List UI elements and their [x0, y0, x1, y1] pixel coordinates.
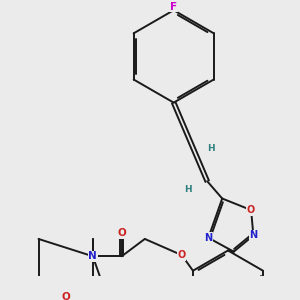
- Text: F: F: [170, 2, 177, 12]
- Text: O: O: [117, 228, 126, 238]
- Text: N: N: [249, 230, 257, 241]
- Text: H: H: [207, 144, 214, 153]
- Text: N: N: [88, 251, 97, 261]
- Text: O: O: [247, 205, 255, 215]
- Text: N: N: [204, 233, 212, 243]
- Text: H: H: [184, 185, 191, 194]
- Text: O: O: [62, 292, 70, 300]
- Text: O: O: [178, 250, 186, 260]
